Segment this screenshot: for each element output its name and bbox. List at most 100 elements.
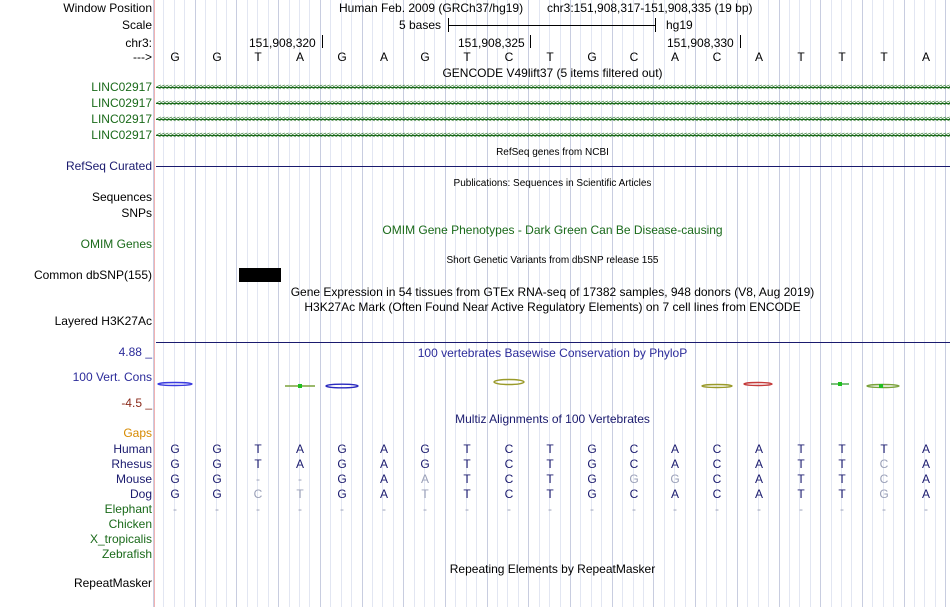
sequence-base: A (670, 50, 679, 64)
alignment-base: G (420, 457, 430, 471)
repeatmasker-track-title[interactable]: Repeating Elements by RepeatMasker (449, 562, 656, 576)
species-label[interactable]: Rhesus (111, 457, 152, 471)
scale-bar-text: 5 bases (399, 18, 442, 32)
species-label[interactable]: Zebrafish (101, 547, 152, 561)
species-label[interactable]: X_tropicalis (89, 532, 152, 546)
alignment-base: C (629, 442, 639, 456)
refseq-track-label[interactable]: RefSeq Curated (65, 159, 152, 173)
species-label[interactable]: Human (113, 442, 152, 456)
sequences-track-label[interactable]: Sequences (91, 190, 152, 204)
chr-label[interactable]: chr3: (125, 36, 152, 50)
position-text: chr3:151,908,317-151,908,335 (19 bp) (547, 1, 753, 15)
strand-arrows: <<<<<<<<<<<<<<<<<<<<<<<<<<<<<<<<<<<<<<<<… (156, 83, 950, 92)
strand-arrow-label[interactable]: ---> (133, 50, 152, 64)
alignment-base: G (587, 472, 597, 486)
gene-label-3[interactable]: LINC02917 (91, 112, 152, 126)
sequence-base: T (880, 50, 888, 64)
omim-track-label[interactable]: OMIM Genes (80, 237, 152, 251)
gencode-track-title[interactable]: GENCODE V49lift37 (5 items filtered out) (442, 66, 663, 80)
alignment-base: - (673, 502, 677, 516)
sequence-base: G (212, 50, 222, 64)
alignment-base: - (590, 502, 594, 516)
scale-label[interactable]: Scale (121, 18, 152, 32)
alignment-base: G (170, 442, 180, 456)
dbsnp-track-title[interactable]: Short Genetic Variants from dbSNP releas… (446, 255, 659, 266)
omim-track-title[interactable]: OMIM Gene Phenotypes - Dark Green Can Be… (382, 223, 723, 237)
alignment-base: A (420, 472, 429, 486)
scale-bar (448, 18, 656, 32)
alignment-base: C (712, 487, 722, 501)
cons-max-label: 4.88 _ (118, 345, 152, 359)
alignment-base: A (754, 457, 763, 471)
species-label[interactable]: Elephant (104, 502, 152, 516)
alignment-base: T (797, 457, 805, 471)
gene-label-1[interactable]: LINC02917 (91, 80, 152, 94)
alignment-base: G (337, 472, 347, 486)
publications-track-title[interactable]: Publications: Sequences in Scientific Ar… (453, 178, 652, 189)
alignment-base: C (712, 457, 722, 471)
alignment-base: - (256, 502, 260, 516)
conservation-plot[interactable] (155, 376, 950, 392)
h3k27ac-track-title[interactable]: H3K27Ac Mark (Often Found Near Active Re… (304, 300, 801, 314)
alignment-base: T (797, 442, 805, 456)
alignment-base: - (382, 502, 386, 516)
cons-track-title[interactable]: 100 vertebrates Basewise Conservation by… (417, 346, 688, 360)
alignment-base: T (880, 442, 888, 456)
snp-feature-block[interactable] (239, 268, 281, 282)
sequence-base: G (170, 50, 180, 64)
sequence-base: A (295, 50, 304, 64)
alignment-base: C (629, 487, 639, 501)
repeatmasker-track-label[interactable]: RepeatMasker (73, 576, 152, 590)
species-label[interactable]: Mouse (115, 472, 152, 486)
cons-min-label: -4.5 _ (121, 396, 152, 410)
refseq-gene-line[interactable] (156, 166, 950, 167)
label-divider (154, 0, 155, 607)
alignment-base: T (838, 442, 846, 456)
sequence-base: T (797, 50, 805, 64)
gene-label-4[interactable]: LINC02917 (91, 128, 152, 142)
alignment-base: G (420, 442, 430, 456)
alignment-base: C (504, 457, 514, 471)
gtex-track-title[interactable]: Gene Expression in 54 tissues from GTEx … (290, 285, 815, 299)
sequence-base: T (838, 50, 846, 64)
ruler-tick-2 (530, 35, 531, 48)
alignment-base: - (465, 502, 469, 516)
strand-arrows: <<<<<<<<<<<<<<<<<<<<<<<<<<<<<<<<<<<<<<<<… (156, 115, 950, 124)
gene-label-2[interactable]: LINC02917 (91, 96, 152, 110)
alignment-base: T (838, 457, 846, 471)
alignment-base: A (921, 457, 930, 471)
alignment-base: G (879, 487, 889, 501)
alignment-base: C (504, 472, 514, 486)
alignment-base: T (546, 487, 554, 501)
snps-track-label[interactable]: SNPs (121, 206, 152, 220)
alignment-base: G (337, 487, 347, 501)
alignment-base: C (712, 472, 722, 486)
alignment-base: - (882, 502, 886, 516)
alignment-base: - (757, 502, 761, 516)
alignment-base: T (254, 457, 262, 471)
assembly-text: Human Feb. 2009 (GRCh37/hg19) (339, 1, 524, 15)
multiz-track-title[interactable]: Multiz Alignments of 100 Vertebrates (455, 412, 650, 426)
ruler-tick-3 (740, 35, 741, 48)
sequence-base: T (463, 50, 471, 64)
refseq-track-title[interactable]: RefSeq genes from NCBI (496, 147, 609, 158)
alignment-base: G (337, 442, 347, 456)
alignment-base: G (629, 472, 639, 486)
alignment-base: - (799, 502, 803, 516)
sequence-base: G (587, 50, 597, 64)
species-label[interactable]: Chicken (108, 517, 152, 531)
sequence-base: C (712, 50, 722, 64)
alignment-base: - (548, 502, 552, 516)
alignment-base: T (797, 487, 805, 501)
window-position-label[interactable]: Window Position (63, 1, 152, 15)
alignment-base: A (754, 487, 763, 501)
h3k27ac-track-label[interactable]: Layered H3K27Ac (54, 314, 152, 328)
alignment-base: G (170, 457, 180, 471)
dbsnp-track-label[interactable]: Common dbSNP(155) (33, 268, 152, 282)
alignment-base: - (632, 502, 636, 516)
sequence-base: G (420, 50, 430, 64)
alignment-base: - (715, 502, 719, 516)
cons-track-label[interactable]: 100 Vert. Cons (72, 370, 152, 384)
species-label[interactable]: Dog (129, 487, 152, 501)
gaps-label[interactable]: Gaps (123, 426, 152, 440)
